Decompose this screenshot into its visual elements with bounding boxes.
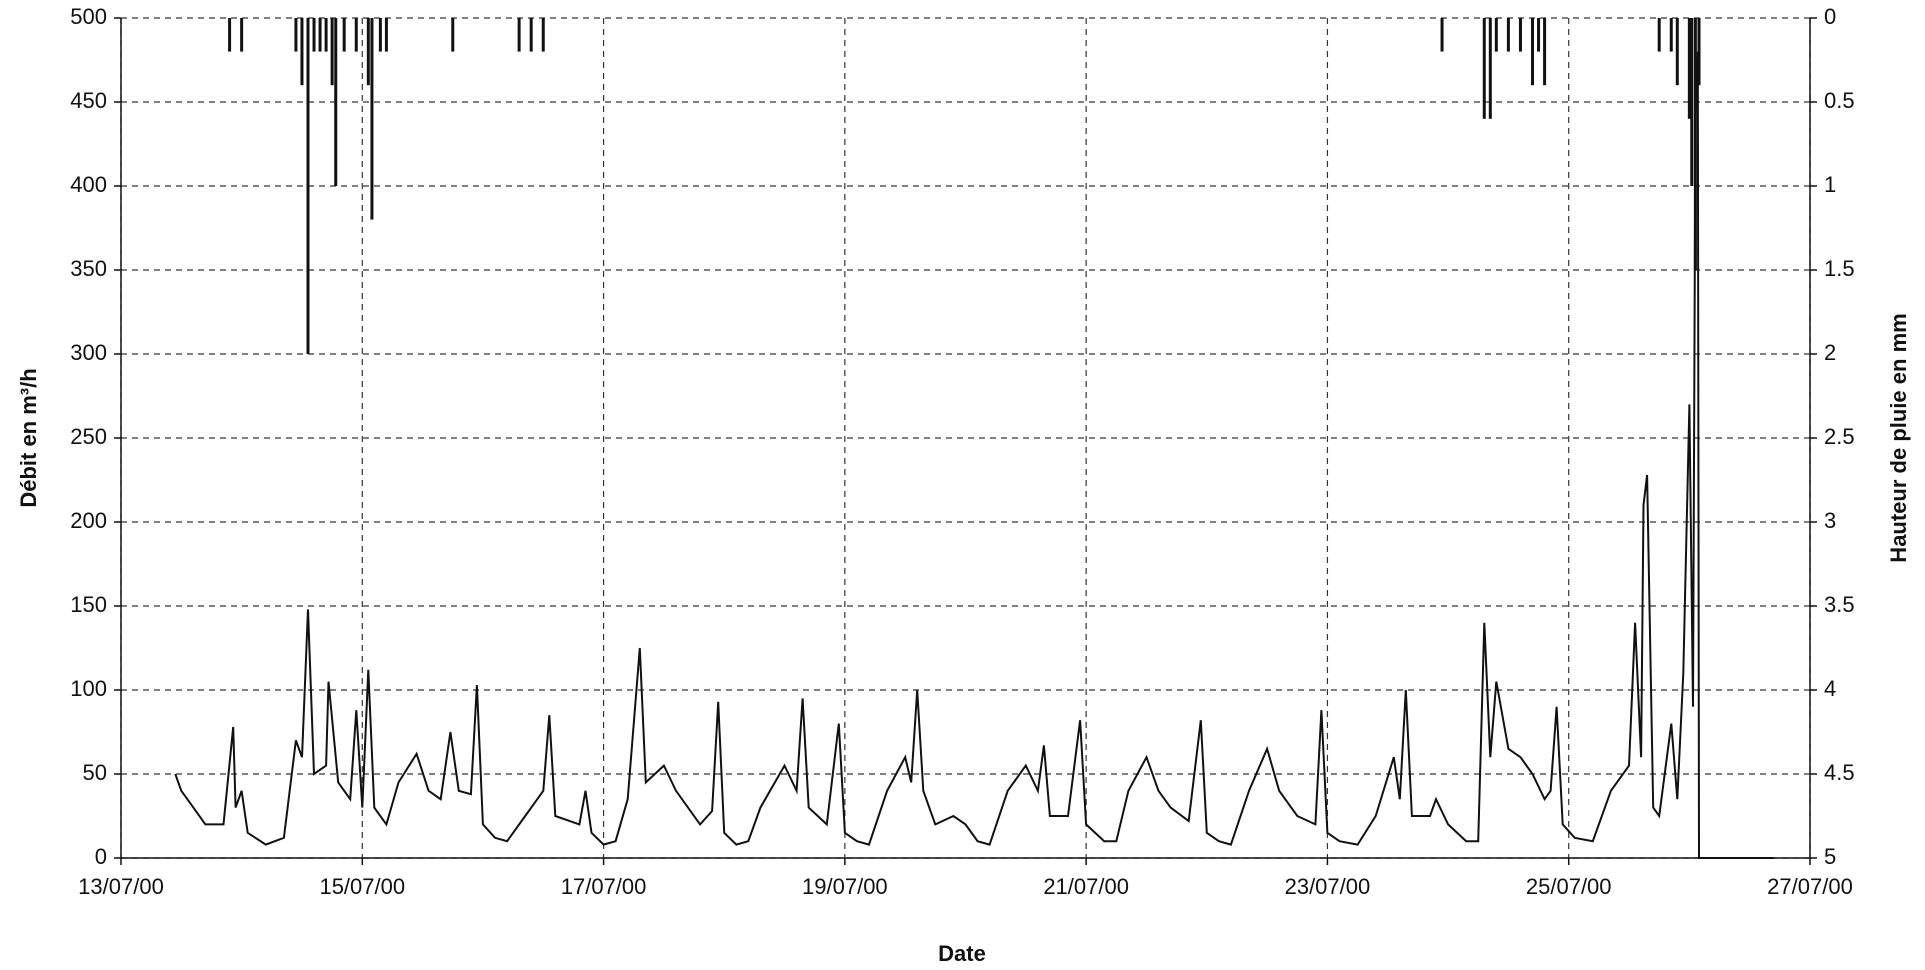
rain-bar (1494, 18, 1498, 52)
rain-bar (1687, 18, 1691, 119)
rain-bar (306, 18, 310, 354)
x-axis-label: Date (938, 941, 986, 966)
y-axis-label: Débit en m³/h (16, 368, 41, 507)
rain-bar (370, 18, 374, 220)
y-tick-label: 500 (70, 4, 107, 29)
rain-bar (366, 18, 370, 86)
rain-bar (1675, 18, 1679, 86)
rain-bar (334, 18, 338, 186)
y-tick-label: 200 (70, 508, 107, 533)
rain-bar (378, 18, 382, 52)
y2-axis-label: Hauteur de pluie en mm (1886, 313, 1911, 562)
y2-tick-label: 4 (1824, 676, 1836, 701)
rain-bar (1531, 18, 1535, 86)
x-tick-label: 19/07/00 (802, 874, 888, 899)
rain-bar (318, 18, 322, 52)
x-tick-label: 13/07/00 (78, 874, 164, 899)
rain-bar (1440, 18, 1444, 52)
rain-bar (240, 18, 244, 52)
rain-bar (330, 18, 334, 86)
y2-tick-label: 4.5 (1824, 760, 1855, 785)
y2-tick-label: 0.5 (1824, 88, 1855, 113)
y2-tick-label: 5 (1824, 844, 1836, 869)
rain-bar (517, 18, 521, 52)
y-tick-label: 300 (70, 340, 107, 365)
y-tick-label: 0 (95, 844, 107, 869)
x-tick-label: 17/07/00 (561, 874, 647, 899)
rain-bar (1690, 18, 1694, 186)
x-tick-label: 21/07/00 (1043, 874, 1129, 899)
rain-bar (384, 18, 388, 52)
y2-tick-label: 1 (1824, 172, 1836, 197)
rain-bar (342, 18, 346, 52)
y-tick-label: 100 (70, 676, 107, 701)
rain-bar (1518, 18, 1522, 52)
rain-bar (1669, 18, 1673, 52)
rain-bar (1488, 18, 1492, 119)
rain-bar (300, 18, 304, 86)
rain-bar (324, 18, 328, 52)
flow-line (174, 51, 1774, 859)
rain-bar (541, 18, 545, 52)
x-tick-label: 25/07/00 (1526, 874, 1612, 899)
x-tick-label: 15/07/00 (319, 874, 405, 899)
y-tick-label: 250 (70, 424, 107, 449)
rain-bar (294, 18, 298, 52)
x-tick-label: 27/07/00 (1767, 874, 1853, 899)
y-tick-label: 150 (70, 592, 107, 617)
rain-bar (1543, 18, 1547, 86)
y2-tick-label: 2.5 (1824, 424, 1855, 449)
rain-bar (529, 18, 533, 52)
y-tick-label: 50 (83, 760, 107, 785)
rain-bar (1657, 18, 1661, 52)
rain-bar (1697, 18, 1701, 86)
rain-bar (354, 18, 358, 52)
y-tick-label: 450 (70, 88, 107, 113)
x-tick-label: 23/07/00 (1285, 874, 1371, 899)
y-tick-label: 400 (70, 172, 107, 197)
y2-tick-label: 0 (1824, 4, 1836, 29)
rain-bar (451, 18, 455, 52)
y2-tick-label: 3.5 (1824, 592, 1855, 617)
rain-bar (312, 18, 316, 52)
y2-tick-label: 2 (1824, 340, 1836, 365)
y2-tick-label: 1.5 (1824, 256, 1855, 281)
rain-bar (1693, 18, 1697, 270)
y2-tick-label: 3 (1824, 508, 1836, 533)
rain-bar (1537, 18, 1541, 52)
y-tick-label: 350 (70, 256, 107, 281)
rain-bar (1482, 18, 1486, 119)
rain-bar (228, 18, 232, 52)
rain-bar (1506, 18, 1510, 52)
